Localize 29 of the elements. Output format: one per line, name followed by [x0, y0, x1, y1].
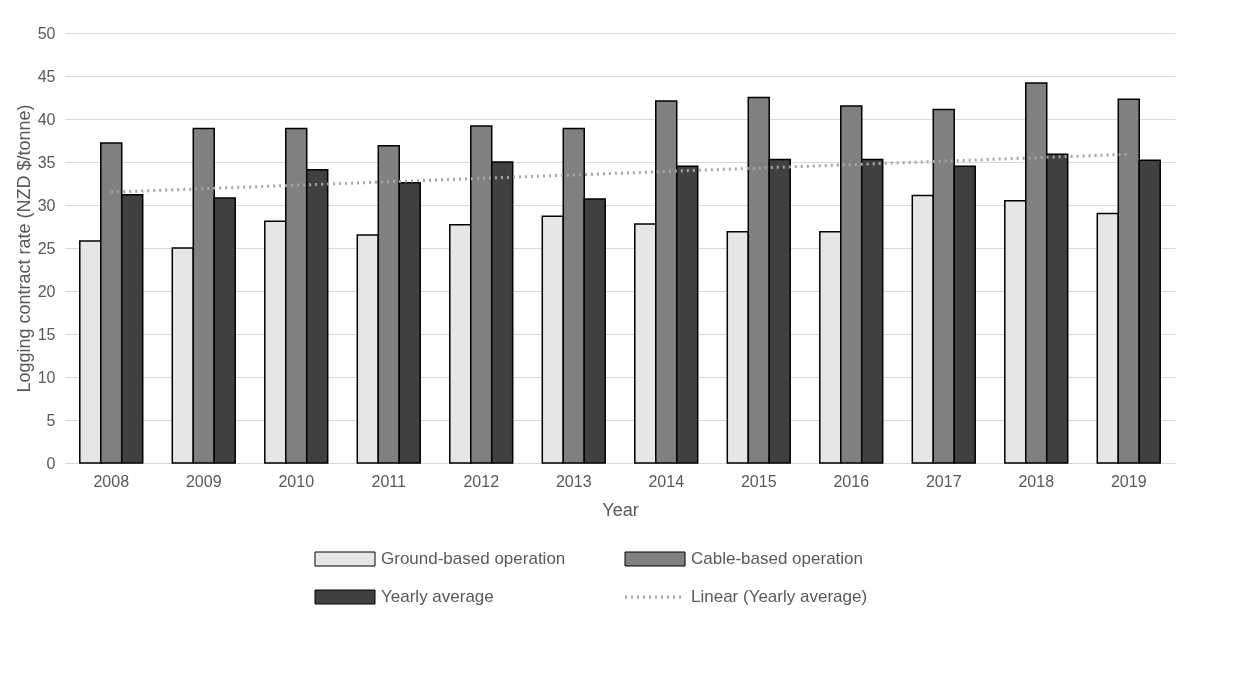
y-tick-label: 50 [37, 24, 56, 42]
x-tick-label: 2008 [93, 472, 130, 490]
x-tick-label: 2017 [925, 472, 962, 490]
x-axis-title: Year [602, 499, 639, 520]
y-tick-label: 45 [37, 67, 56, 85]
x-tick-label: 2009 [185, 472, 222, 490]
y-tick-label: 10 [37, 368, 56, 386]
y-tick-label: 25 [37, 239, 56, 257]
x-tick-label: 2011 [371, 472, 407, 490]
y-tick-label: 15 [37, 325, 56, 343]
legend-label: Ground-based operation [381, 549, 566, 568]
x-tick-label: 2014 [648, 472, 685, 490]
legend-label: Cable-based operation [691, 549, 864, 568]
y-tick-label: 0 [46, 454, 56, 472]
legend-label: Linear (Yearly average) [691, 587, 868, 606]
x-tick-label: 2013 [555, 472, 592, 490]
x-tick-label: 2015 [740, 472, 777, 490]
y-tick-label: 35 [37, 153, 56, 171]
y-tick-label: 20 [37, 282, 56, 300]
x-tick-label: 2012 [463, 472, 500, 490]
x-tick-label: 2010 [278, 472, 315, 490]
y-tick-label: 40 [37, 110, 56, 128]
legend-label: Yearly average [381, 587, 494, 606]
x-tick-label: 2019 [1110, 472, 1147, 490]
y-tick-label: 5 [46, 411, 56, 429]
y-tick-label: 30 [37, 196, 56, 214]
x-tick-label: 2016 [833, 472, 870, 490]
y-axis-title: Logging contract rate (NZD $/tonne) [13, 104, 34, 393]
x-tick-label: 2018 [1018, 472, 1055, 490]
